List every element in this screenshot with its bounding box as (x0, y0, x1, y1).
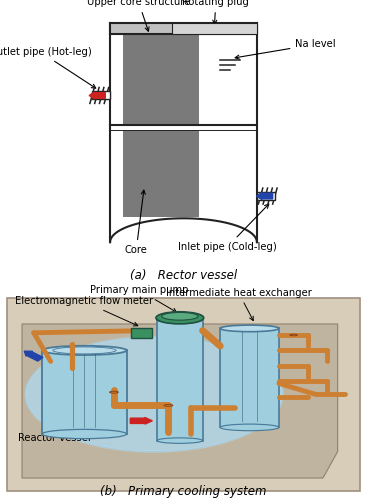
Bar (157, 320, 203, 440)
Bar (220, 328, 279, 428)
Bar (92, 92, 110, 100)
Text: Primary main pump: Primary main pump (90, 286, 189, 312)
Ellipse shape (156, 312, 204, 324)
Text: Intermediate heat exchanger: Intermediate heat exchanger (166, 288, 312, 320)
Ellipse shape (164, 404, 173, 406)
Text: Outlet pipe (Hot-leg): Outlet pipe (Hot-leg) (0, 47, 96, 88)
FancyArrow shape (89, 92, 105, 99)
Text: Rotating plug: Rotating plug (182, 0, 249, 24)
Text: (b)   Primary cooling system: (b) Primary cooling system (100, 485, 267, 498)
Ellipse shape (42, 346, 127, 355)
Ellipse shape (109, 392, 118, 393)
Text: (a)   Rector vessel: (a) Rector vessel (130, 269, 237, 282)
Text: Electromagnetic flow meter: Electromagnetic flow meter (15, 296, 153, 326)
Polygon shape (7, 298, 360, 491)
Text: Reactor vessel: Reactor vessel (18, 423, 91, 444)
FancyArrow shape (257, 192, 273, 200)
Bar (257, 192, 275, 200)
Ellipse shape (157, 317, 203, 322)
Text: Inlet pipe (Cold-leg): Inlet pipe (Cold-leg) (178, 204, 277, 252)
Ellipse shape (157, 438, 203, 444)
Bar (172, 23, 257, 34)
Text: Na level: Na level (235, 39, 336, 59)
Bar (123, 34, 199, 126)
FancyArrow shape (130, 418, 152, 424)
Bar (42, 350, 127, 434)
Ellipse shape (26, 337, 283, 452)
Bar (110, 23, 257, 34)
Text: Upper core structure: Upper core structure (87, 0, 190, 31)
Polygon shape (22, 324, 338, 478)
Ellipse shape (290, 334, 297, 336)
Ellipse shape (220, 325, 279, 332)
Text: Core: Core (125, 190, 148, 255)
Ellipse shape (220, 424, 279, 430)
Ellipse shape (161, 312, 198, 320)
Ellipse shape (42, 430, 127, 438)
Bar (131, 328, 152, 338)
FancyArrow shape (24, 351, 43, 361)
Bar (123, 130, 199, 216)
